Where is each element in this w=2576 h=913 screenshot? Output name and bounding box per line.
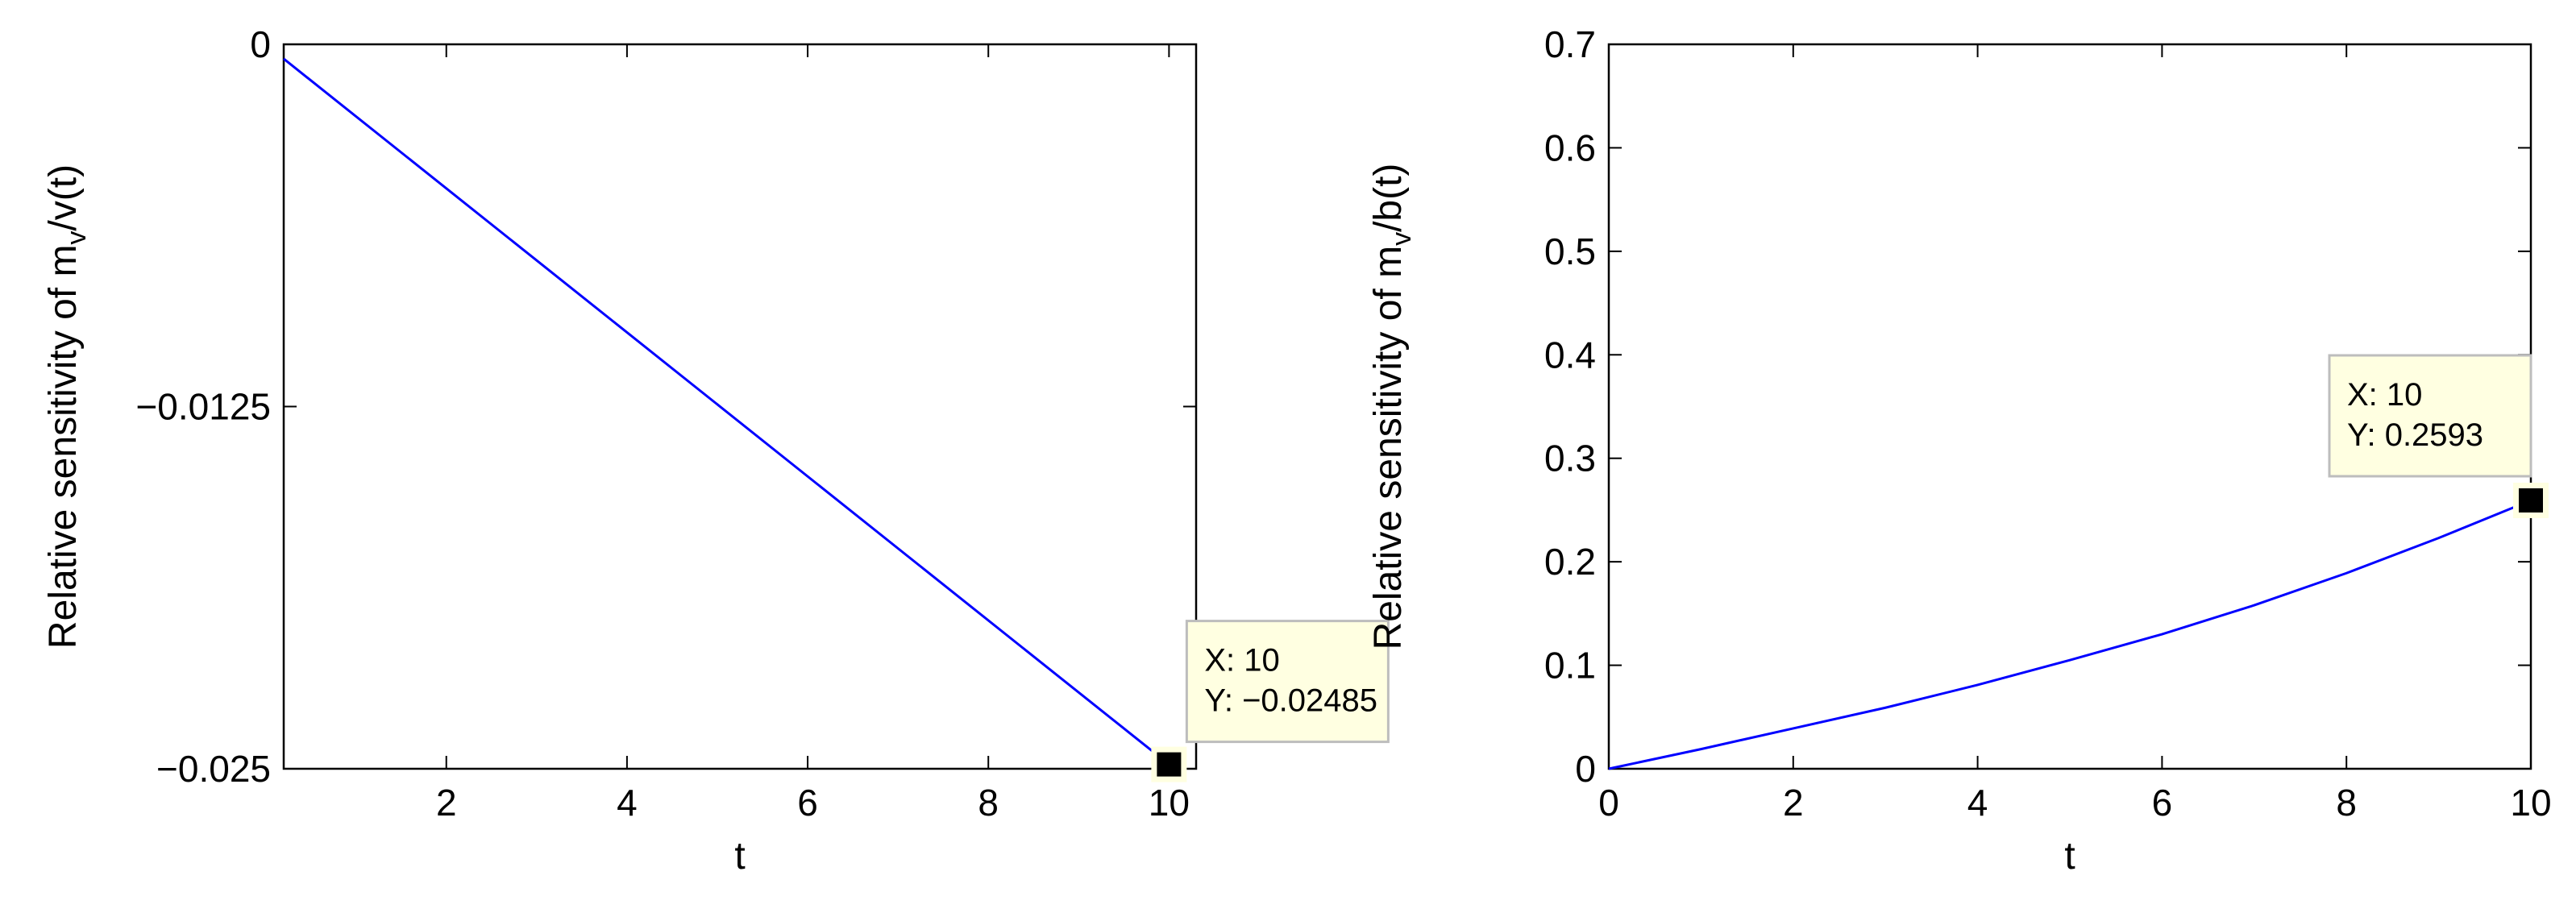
x-axis-label: t <box>734 835 745 878</box>
y-tick-label: 0.1 <box>1544 645 1596 687</box>
y-axis-label: Relative sensitivity of mv/b(t) <box>1367 164 1417 650</box>
y-axis-label-text: /v(t) <box>42 164 85 231</box>
y-tick-label: 0.4 <box>1544 334 1596 376</box>
y-axis-label-text: Relative sensitivity of m <box>42 245 85 649</box>
x-tick-label: 10 <box>1149 782 1190 824</box>
y-tick-label: 0.3 <box>1544 438 1596 479</box>
x-tick-label: 4 <box>1967 782 1988 824</box>
y-tick-label: 0.7 <box>1544 23 1596 65</box>
y-axis-label-text: Relative sensitivity of m <box>1367 246 1410 650</box>
y-tick-label: 0.5 <box>1544 230 1596 272</box>
datatip-box <box>2328 354 2532 478</box>
datatip-y-text: Y: 0.2593 <box>2347 417 2483 453</box>
y-tick-label: 0 <box>1575 748 1596 790</box>
x-tick-label: 2 <box>1783 782 1804 824</box>
x-tick-label: 10 <box>2510 782 2551 824</box>
x-axis-label: t <box>2064 835 2075 878</box>
series-line <box>283 57 1170 766</box>
x-tick-label: 6 <box>797 782 818 824</box>
x-tick-label: 4 <box>617 782 638 824</box>
y-axis-label: Relative sensitivity of mv/v(t) <box>42 164 92 649</box>
x-tick-label: 0 <box>1598 782 1619 824</box>
y-tick-label: 0 <box>250 23 271 65</box>
x-tick-label: 8 <box>978 782 999 824</box>
y-tick-label: 0.2 <box>1544 541 1596 583</box>
datatip-marker <box>2519 488 2543 513</box>
datatip-marker <box>1157 752 1182 777</box>
y-tick-label: −0.0125 <box>135 386 271 428</box>
axes-box <box>282 43 1198 770</box>
datatip-y-text: Y: −0.02485 <box>1204 683 1377 719</box>
left-chart: 2 4 6 8 10 −0.025 −0.0125 0 t Relative sensitivit… <box>42 23 1390 878</box>
right-chart: 0 2 4 6 8 10 0 0.1 0.2 0.3 0.4 0.5 0.6 0.7 t Relative s… <box>1367 23 2552 878</box>
series-line <box>1608 499 2532 770</box>
y-axis-label-subscript: v <box>61 231 92 245</box>
y-axis-label-subscript: v <box>1386 232 1417 246</box>
x-tick-label: 6 <box>2152 782 2173 824</box>
datatip-box <box>1185 620 1390 744</box>
datatip-x-text: X: 10 <box>1204 643 1279 679</box>
datatip-x-text: X: 10 <box>2347 377 2422 413</box>
x-tick-label: 8 <box>2336 782 2357 824</box>
x-tick-label: 2 <box>436 782 457 824</box>
y-axis-label-text: /b(t) <box>1367 164 1410 232</box>
y-tick-label: 0.6 <box>1544 127 1596 168</box>
y-tick-label: −0.025 <box>156 748 271 790</box>
